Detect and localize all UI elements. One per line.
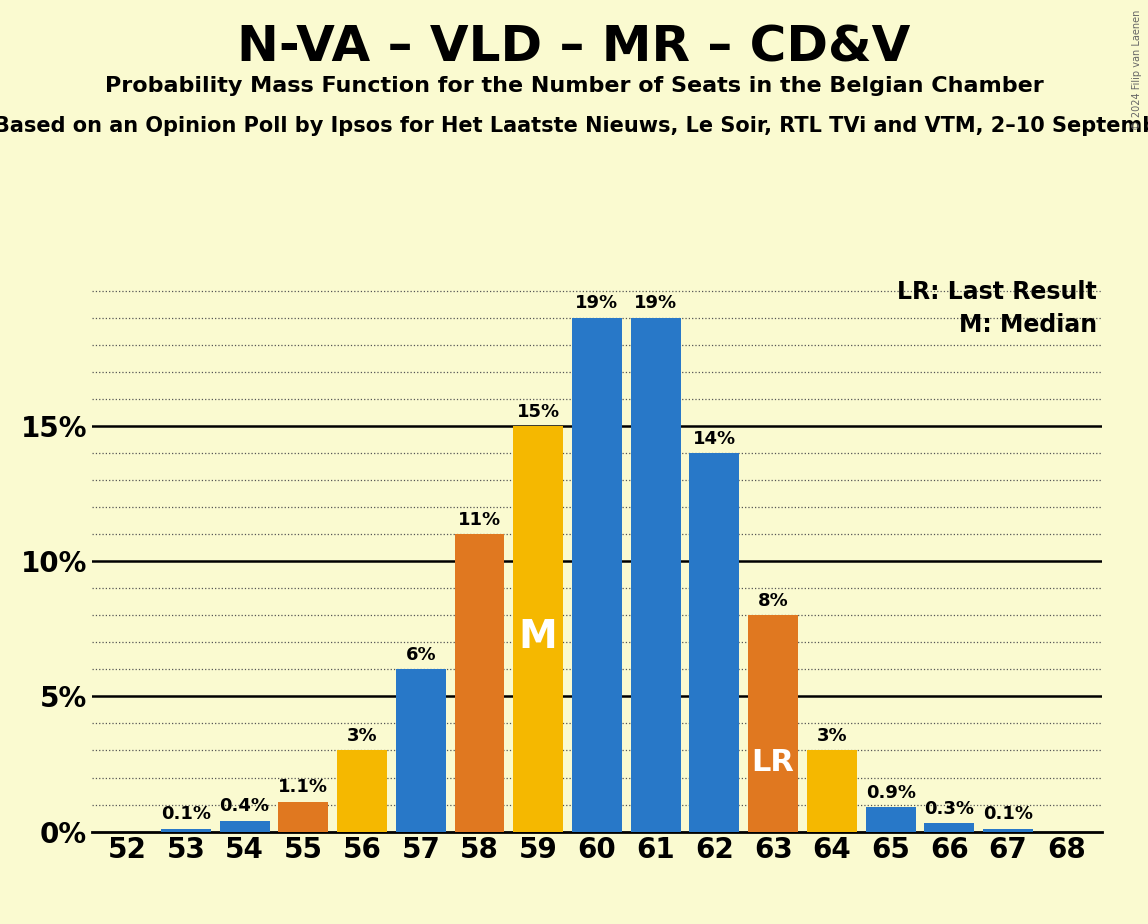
Bar [455,534,504,832]
Bar [983,829,1033,832]
Text: 1.1%: 1.1% [278,778,328,796]
Text: © 2024 Filip van Laenen: © 2024 Filip van Laenen [1132,9,1142,129]
Bar [513,426,564,832]
Text: LR: Last Result: LR: Last Result [898,280,1097,304]
Text: 8%: 8% [758,592,789,610]
Text: Probability Mass Function for the Number of Seats in the Belgian Chamber: Probability Mass Function for the Number… [104,76,1044,96]
Text: 0.1%: 0.1% [983,806,1033,823]
Bar [338,750,387,832]
Text: M: M [519,618,558,656]
Text: 15%: 15% [517,403,560,420]
Bar [690,453,739,832]
Bar [748,615,798,832]
Text: 0.3%: 0.3% [924,800,975,818]
Text: 19%: 19% [575,295,619,312]
Text: 0.4%: 0.4% [219,797,270,815]
Text: 0.9%: 0.9% [866,784,916,802]
Bar [161,829,211,832]
Bar [572,318,622,832]
Bar [807,750,856,832]
Text: 0.1%: 0.1% [161,806,211,823]
Bar [396,669,445,832]
Bar [219,821,270,832]
Text: N-VA – VLD – MR – CD&V: N-VA – VLD – MR – CD&V [238,23,910,71]
Bar [630,318,681,832]
Text: M: Median: M: Median [959,313,1097,337]
Text: 3%: 3% [347,727,378,745]
Text: 11%: 11% [458,511,501,529]
Bar [866,808,916,832]
Bar [924,823,975,832]
Text: Based on an Opinion Poll by Ipsos for Het Laatste Nieuws, Le Soir, RTL TVi and V: Based on an Opinion Poll by Ipsos for He… [0,116,1148,137]
Text: 6%: 6% [405,646,436,664]
Text: 3%: 3% [816,727,847,745]
Text: 19%: 19% [634,295,677,312]
Text: LR: LR [752,748,794,777]
Text: 14%: 14% [693,430,736,447]
Bar [278,802,328,832]
